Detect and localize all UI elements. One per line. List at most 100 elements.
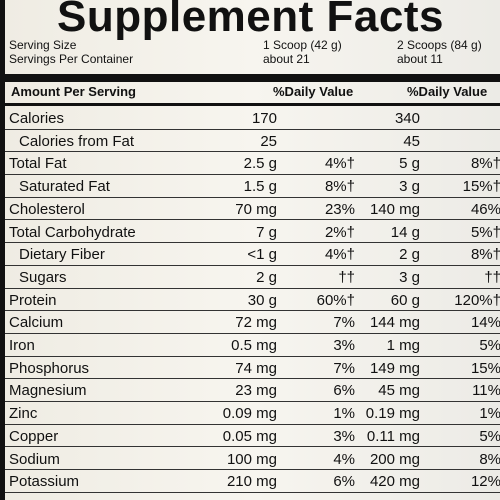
amount: 7 g bbox=[256, 223, 277, 241]
nutrient-row: Calories 170 340 bbox=[5, 107, 500, 130]
divider-bar bbox=[5, 74, 500, 82]
daily-value: 8% bbox=[479, 450, 500, 468]
nutrient-name: Iron bbox=[9, 337, 35, 354]
amount: 0.11 mg bbox=[366, 427, 420, 445]
nutrient-name: Calories bbox=[9, 110, 65, 127]
divider-line bbox=[5, 103, 500, 106]
amount: 60 g bbox=[390, 291, 420, 309]
amount: 420 mg bbox=[369, 473, 420, 491]
serving-two: about 11 bbox=[397, 52, 443, 66]
daily-value: †† bbox=[484, 268, 500, 286]
amount: 210 mg bbox=[226, 473, 277, 491]
amount: 3 g bbox=[399, 268, 420, 286]
title: Supplement Facts bbox=[57, 0, 444, 41]
amount: 30 g bbox=[247, 291, 277, 309]
amount: 2 g bbox=[399, 246, 420, 264]
amount: 340 bbox=[394, 110, 420, 127]
daily-value: 1% bbox=[333, 405, 355, 423]
serving-one: 1 Scoop (42 g) bbox=[263, 38, 342, 52]
nutrient-row: Zinc 0.09 mg 1% 0.19 mg 1% bbox=[5, 402, 500, 425]
daily-value: †† bbox=[338, 268, 355, 286]
amount: 1.5 g bbox=[243, 178, 277, 196]
nutrient-name: Calories from Fat bbox=[19, 132, 135, 150]
nutrient-name: Zinc bbox=[9, 405, 38, 423]
nutrient-row: Calcium 72 mg 7% 144 mg 14% bbox=[5, 311, 500, 334]
nutrient-row: Magnesium 23 mg 6% 45 mg 11% bbox=[5, 379, 500, 403]
nutrient-row: Potassium 210 mg 6% 420 mg 12% bbox=[5, 470, 500, 493]
amount: 140 mg bbox=[369, 200, 420, 218]
nutrient-row: Phosphorus 74 mg 7% 149 mg 15% bbox=[5, 357, 500, 380]
amount: 45 bbox=[403, 132, 420, 150]
serving-one: about 21 bbox=[263, 52, 310, 66]
daily-value: 3% bbox=[333, 427, 355, 445]
daily-value: 3% bbox=[333, 337, 355, 354]
nutrient-name: Sugars bbox=[19, 268, 67, 286]
nutrient-name: Total Fat bbox=[9, 155, 67, 173]
nutrient-row: Sodium 100 mg 4% 200 mg 8% bbox=[5, 448, 500, 471]
amount: 0.5 mg bbox=[231, 337, 277, 354]
nutrient-name: Saturated Fat bbox=[19, 178, 110, 196]
nutrient-row: Iron 0.5 mg 3% 1 mg 5% bbox=[5, 334, 500, 357]
amount: 25 bbox=[260, 132, 277, 150]
nutrient-name: Potassium bbox=[9, 473, 80, 491]
serving-label: Servings Per Container bbox=[9, 52, 134, 66]
column-header: %Daily Value bbox=[407, 84, 488, 99]
amount: 3 g bbox=[399, 178, 420, 196]
daily-value: 5% bbox=[479, 337, 500, 354]
nutrient-row: Copper 0.05 mg 3% 0.11 mg 5% bbox=[5, 425, 500, 448]
daily-value: 6% bbox=[333, 473, 355, 491]
daily-value: 6% bbox=[333, 382, 355, 400]
amount: 74 mg bbox=[235, 359, 277, 377]
serving-two: 2 Scoops (84 g) bbox=[397, 38, 482, 52]
nutrient-row: Cholesterol 70 mg 23% 140 mg 46% bbox=[5, 198, 500, 221]
amount: 45 mg bbox=[378, 382, 420, 400]
amount: 5 g bbox=[399, 155, 420, 173]
nutrient-name: Sodium bbox=[9, 450, 60, 468]
amount: 14 g bbox=[390, 223, 420, 241]
nutrient-row: Sugars 2 g †† 3 g †† bbox=[5, 266, 500, 289]
daily-value: 46% bbox=[470, 200, 500, 218]
daily-value: 1% bbox=[479, 405, 500, 423]
amount: 0.09 mg bbox=[222, 405, 277, 423]
amount: 2.5 g bbox=[243, 155, 277, 173]
amount: 70 mg bbox=[235, 200, 277, 218]
daily-value: 23% bbox=[324, 200, 355, 218]
nutrient-name: Cholesterol bbox=[9, 200, 85, 218]
daily-value: 11% bbox=[472, 382, 500, 400]
daily-value: 8%† bbox=[324, 178, 355, 196]
nutrient-name: Calcium bbox=[9, 314, 64, 332]
daily-value: 8%† bbox=[470, 155, 500, 173]
amount: 2 g bbox=[256, 268, 277, 286]
daily-value: 15%† bbox=[462, 178, 500, 196]
daily-value: 4%† bbox=[324, 155, 355, 173]
daily-value: 5% bbox=[479, 427, 500, 445]
nutrient-row: Calories from Fat 25 45 bbox=[5, 130, 500, 153]
daily-value: 4% bbox=[333, 450, 355, 468]
nutrient-row: Dietary Fiber <1 g 4%† 2 g 8%† bbox=[5, 243, 500, 266]
amount: 200 mg bbox=[369, 450, 420, 468]
daily-value: 14% bbox=[470, 314, 500, 332]
nutrient-name: Phosphorus bbox=[9, 359, 90, 377]
amount: 72 mg bbox=[235, 314, 277, 332]
amount: 0.05 mg bbox=[222, 427, 277, 445]
nutrient-row: Total Carbohydrate 7 g 2%† 14 g 5%† bbox=[5, 221, 500, 244]
nutrient-name: Copper bbox=[9, 427, 59, 445]
amount: 170 bbox=[251, 110, 277, 127]
daily-value: 60%† bbox=[316, 291, 355, 309]
nutrient-name: Magnesium bbox=[9, 382, 87, 400]
daily-value: 7% bbox=[333, 359, 355, 377]
daily-value: 7% bbox=[333, 314, 355, 332]
amount: 144 mg bbox=[369, 314, 420, 332]
amount: 23 mg bbox=[235, 382, 277, 400]
nutrient-name: Protein bbox=[9, 291, 57, 309]
amount: 100 mg bbox=[226, 450, 277, 468]
daily-value: 8%† bbox=[470, 246, 500, 264]
amount: 0.19 mg bbox=[365, 405, 420, 423]
column-header: %Daily Value bbox=[273, 84, 354, 99]
nutrient-row: Total Fat 2.5 g 4%† 5 g 8%† bbox=[5, 152, 500, 176]
amount: 149 mg bbox=[369, 359, 420, 377]
column-header: Amount Per Serving bbox=[11, 84, 136, 99]
serving-label: Serving Size bbox=[9, 38, 77, 52]
daily-value: 12% bbox=[470, 473, 500, 491]
